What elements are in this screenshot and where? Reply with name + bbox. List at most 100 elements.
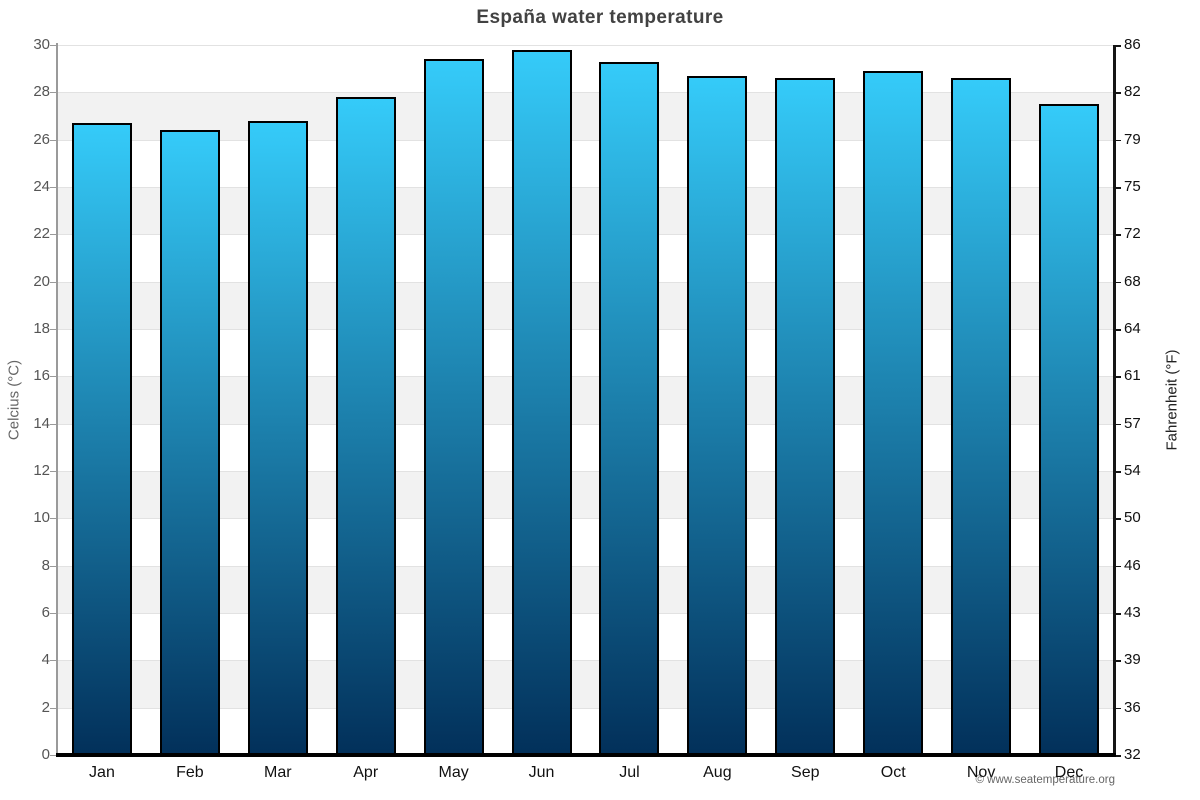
- fahrenheit-tick-label-68: 68: [1124, 272, 1141, 290]
- bar-oct[interactable]: [863, 71, 924, 755]
- gridline: [58, 281, 1113, 283]
- celsius-tick-28: [50, 92, 56, 94]
- gridline: [58, 613, 1113, 614]
- plot-band: [58, 139, 1113, 187]
- celsius-tick-label-14: 14: [33, 414, 50, 432]
- x-tick-label-aug: Aug: [703, 764, 732, 781]
- x-tick-label-nov: Nov: [966, 764, 996, 781]
- fahrenheit-tick-79: [1115, 139, 1121, 142]
- x-tick-label-oct: Oct: [880, 764, 906, 781]
- fahrenheit-tick-label-86: 86: [1124, 36, 1141, 53]
- celsius-tick-2: [50, 707, 56, 709]
- fahrenheit-axis-title: Fahrenheit (°F): [1163, 349, 1181, 451]
- fahrenheit-tick-label-72: 72: [1124, 225, 1141, 243]
- x-tick-label-may: May: [438, 764, 469, 781]
- credit-link[interactable]: © www.seatemperature.org: [975, 774, 1115, 786]
- gridline: [58, 471, 1113, 472]
- celsius-tick-0: [50, 755, 56, 756]
- plot-band: [58, 518, 1113, 566]
- bar-feb[interactable]: [159, 130, 220, 755]
- fahrenheit-tick-57: [1115, 423, 1121, 426]
- fahrenheit-tick-50: [1115, 518, 1121, 520]
- plot-area: 0 32 2 36 4 39 6 43 8 46 10 50 12 54 14 57 16 61 18 64 20 68 2…: [33, 36, 1140, 763]
- celsius-tick-12: [50, 471, 56, 472]
- gridline: [58, 660, 1113, 662]
- fahrenheit-tick-label-39: 39: [1124, 651, 1141, 669]
- fahrenheit-tick-46: [1115, 565, 1121, 568]
- bottom-axis-line: [56, 753, 1116, 757]
- fahrenheit-tick-39: [1115, 660, 1121, 662]
- bar-sep[interactable]: [775, 78, 836, 755]
- x-tick-label-jan: Jan: [89, 764, 115, 781]
- x-tick-label-dec: Dec: [1054, 764, 1084, 781]
- celsius-tick-6: [50, 613, 56, 614]
- celsius-tick-label-20: 20: [33, 272, 50, 290]
- left-axis-line: [56, 43, 58, 755]
- gridline: [58, 234, 1113, 236]
- fahrenheit-tick-82: [1115, 92, 1121, 94]
- right-axis-line: [1113, 45, 1116, 755]
- plot-band: [58, 613, 1113, 661]
- celsius-tick-label-22: 22: [33, 225, 50, 243]
- celsius-tick-24: [50, 187, 56, 188]
- celsius-tick-20: [50, 281, 56, 283]
- plot-band: [58, 92, 1113, 140]
- fahrenheit-tick-43: [1115, 613, 1121, 615]
- celsius-tick-10: [50, 518, 56, 520]
- plot-band: [58, 471, 1113, 519]
- gridline: [58, 139, 1113, 141]
- fahrenheit-tick-label-54: 54: [1124, 462, 1141, 479]
- bar-jul[interactable]: [599, 61, 660, 755]
- fahrenheit-tick-label-32: 32: [1124, 746, 1141, 763]
- gridline: [58, 518, 1113, 520]
- celsius-tick-label-24: 24: [33, 178, 50, 195]
- celsius-tick-14: [50, 423, 56, 425]
- celsius-tick-26: [50, 139, 56, 141]
- celsius-tick-label-4: 4: [41, 651, 50, 669]
- bar-aug[interactable]: [687, 75, 748, 755]
- bar-jan[interactable]: [71, 123, 132, 755]
- bar-apr[interactable]: [335, 97, 396, 755]
- celsius-tick-4: [50, 660, 56, 662]
- gridline: [58, 92, 1113, 94]
- x-tick-label-apr: Apr: [353, 764, 379, 781]
- plot-band: [58, 707, 1113, 755]
- bar-may[interactable]: [423, 59, 484, 755]
- bar-dec[interactable]: [1039, 104, 1100, 755]
- fahrenheit-tick-54: [1115, 471, 1121, 473]
- fahrenheit-tick-label-57: 57: [1124, 414, 1141, 432]
- celsius-tick-30: [50, 45, 56, 46]
- plot-band: [58, 187, 1113, 235]
- fahrenheit-tick-label-46: 46: [1124, 556, 1141, 574]
- bar-nov[interactable]: [951, 78, 1012, 755]
- plot-band: [58, 234, 1113, 282]
- fahrenheit-tick-36: [1115, 707, 1121, 710]
- x-tick-label-sep: Sep: [791, 764, 820, 781]
- fahrenheit-tick-32: [1115, 755, 1121, 757]
- celsius-tick-label-0: 0: [41, 746, 50, 763]
- gridline: [58, 423, 1113, 425]
- celsius-tick-label-26: 26: [33, 130, 50, 148]
- gridline: [58, 707, 1113, 709]
- chart-title: España water temperature: [476, 7, 724, 28]
- plot-band: [58, 281, 1113, 329]
- fahrenheit-tick-label-82: 82: [1124, 83, 1141, 101]
- celsius-tick-label-12: 12: [33, 462, 50, 479]
- x-tick-label-jul: Jul: [619, 764, 640, 781]
- celsius-tick-label-16: 16: [33, 367, 50, 385]
- fahrenheit-tick-label-64: 64: [1124, 320, 1141, 337]
- x-tick-label-feb: Feb: [176, 764, 204, 781]
- fahrenheit-tick-label-43: 43: [1124, 604, 1141, 621]
- gridline: [58, 45, 1113, 46]
- gridline: [58, 187, 1113, 188]
- celsius-tick-label-10: 10: [33, 509, 50, 527]
- celsius-tick-8: [50, 565, 56, 567]
- gridline: [58, 329, 1113, 330]
- celsius-tick-18: [50, 329, 56, 330]
- bar-jun[interactable]: [511, 49, 572, 755]
- fahrenheit-tick-68: [1115, 281, 1121, 284]
- bar-mar[interactable]: [247, 120, 308, 755]
- plot-band: [58, 423, 1113, 471]
- plot-band: [58, 660, 1113, 708]
